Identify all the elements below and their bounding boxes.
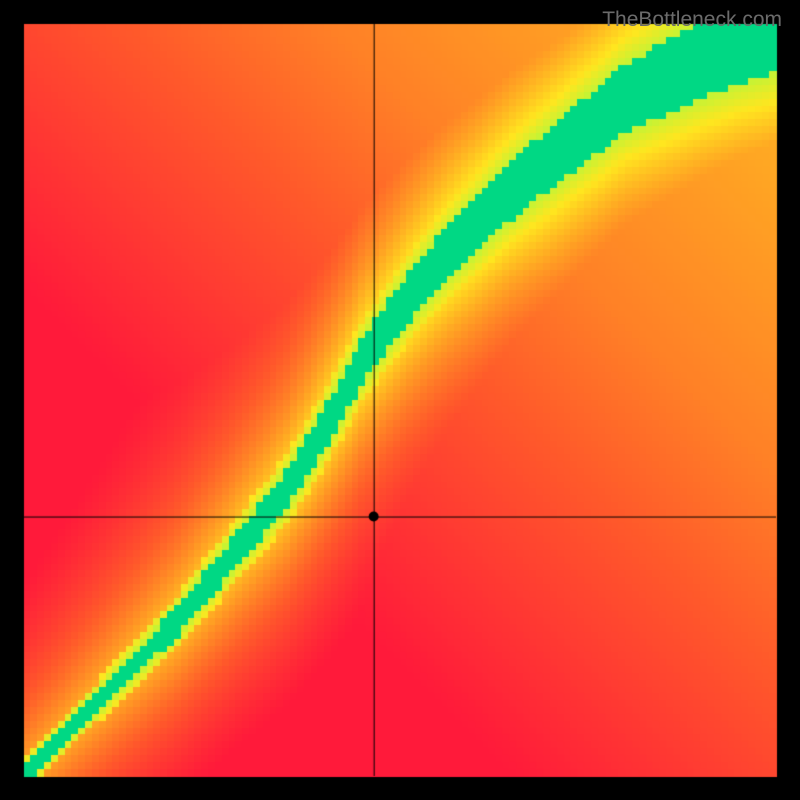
heatmap-canvas — [0, 0, 800, 800]
watermark-label: TheBottleneck.com — [602, 8, 782, 32]
chart-container: TheBottleneck.com — [0, 0, 800, 800]
